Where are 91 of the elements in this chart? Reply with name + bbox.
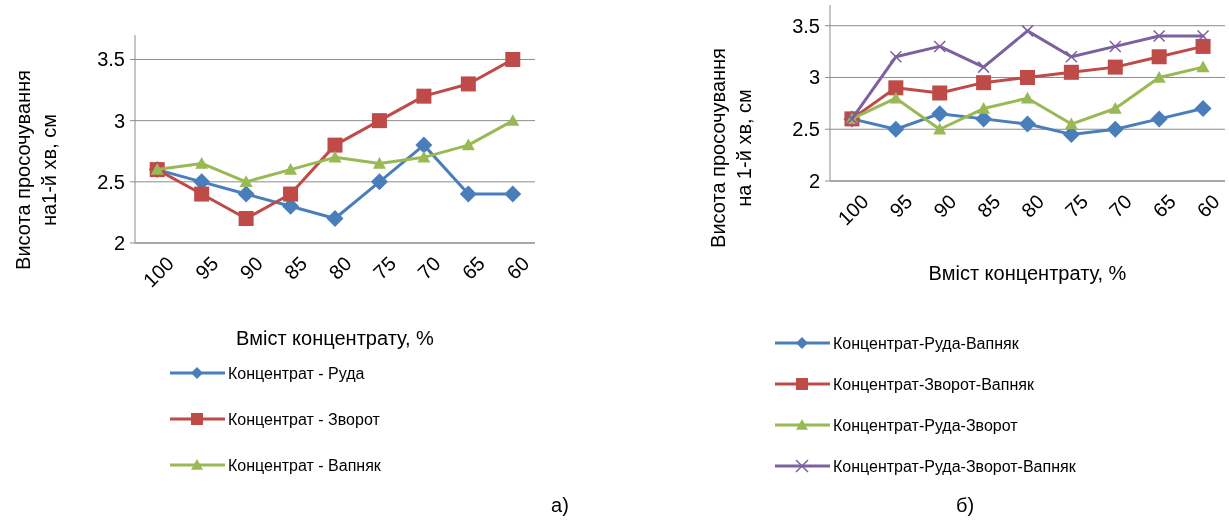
legend-label: Концентрат-Руда-Зворот-Вапняк xyxy=(833,457,1077,475)
point xyxy=(416,88,432,104)
point xyxy=(504,185,522,203)
x-tick-label: 80 xyxy=(324,252,356,284)
point xyxy=(1152,29,1166,43)
point xyxy=(1152,70,1166,83)
point xyxy=(328,150,342,163)
point xyxy=(977,102,991,114)
point xyxy=(326,210,344,228)
point xyxy=(371,113,387,129)
x-tick-label: 60 xyxy=(502,252,534,284)
point xyxy=(1064,117,1078,130)
point xyxy=(238,211,254,227)
point xyxy=(1109,40,1122,53)
point xyxy=(1196,60,1210,73)
x-axis-title: Вміст концентрату, % xyxy=(928,262,1127,284)
point xyxy=(1195,38,1211,54)
point xyxy=(460,76,476,92)
point xyxy=(417,150,431,163)
x-tick-label: 90 xyxy=(235,252,267,284)
x-tick-label: 65 xyxy=(457,252,490,284)
x-tick-label: 95 xyxy=(885,190,917,222)
point xyxy=(1106,120,1124,138)
x-tick-label: 85 xyxy=(279,252,312,284)
y-axis-title: Висота просочування на1-й хв, см xyxy=(12,70,60,270)
x-axis-title: Вміст концентрату, % xyxy=(236,327,435,349)
point xyxy=(1108,102,1122,114)
point xyxy=(461,138,475,151)
point xyxy=(194,186,210,202)
point xyxy=(1063,64,1079,80)
legend-label: Концентрат-Руда-Зворот xyxy=(833,416,1019,434)
y-tick-label: 3.5 xyxy=(792,14,820,37)
y-tick-label: 2.5 xyxy=(97,170,125,193)
legend-label: Концентрат-Зворот-Вапняк xyxy=(833,375,1035,393)
point xyxy=(284,163,298,175)
point xyxy=(977,60,990,74)
y-tick-label: 3 xyxy=(808,66,820,89)
legend-label: Концентрат - Руда xyxy=(228,364,365,382)
point xyxy=(195,156,209,169)
point xyxy=(1065,50,1078,64)
point xyxy=(237,185,255,203)
text: а) xyxy=(551,494,569,516)
y-tick-label: 2.5 xyxy=(792,118,820,141)
x-tick-label: 75 xyxy=(1060,190,1093,222)
y-tick-label: 2 xyxy=(808,170,820,192)
point xyxy=(1196,29,1210,43)
point xyxy=(932,85,948,101)
x-tick-label: 85 xyxy=(973,190,1005,222)
text: б) xyxy=(955,494,975,516)
point xyxy=(931,105,949,123)
x-tick-label: 100 xyxy=(833,190,873,230)
point xyxy=(370,173,388,191)
x-tick-label: 75 xyxy=(368,252,401,284)
point xyxy=(933,122,947,135)
y-tick-label: 2 xyxy=(113,232,125,254)
point xyxy=(889,50,903,64)
point xyxy=(889,91,903,104)
point xyxy=(415,136,433,154)
point xyxy=(459,185,477,203)
point xyxy=(1150,110,1168,128)
legend-label: Концентрат-Руда-Вапняк xyxy=(833,334,1020,352)
y-tick-label: 3.5 xyxy=(97,48,125,71)
y-axis-title: Висота просочування на 1-й хв, см xyxy=(707,48,755,248)
x-tick-label: 100 xyxy=(138,252,178,292)
point xyxy=(372,156,386,169)
legend-label: Концентрат - Зворот xyxy=(228,410,381,428)
point xyxy=(505,51,521,67)
point xyxy=(283,186,299,202)
x-tick-label: 70 xyxy=(1104,190,1137,222)
x-tick-label: 60 xyxy=(1192,190,1224,222)
x-tick-label: 70 xyxy=(413,252,445,284)
x-tick-label: 80 xyxy=(1016,190,1049,222)
point xyxy=(1020,69,1035,85)
y-tick-label: 3 xyxy=(113,109,125,132)
point xyxy=(1021,24,1034,38)
point xyxy=(1107,59,1123,75)
legend-label: Концентрат - Вапняк xyxy=(228,456,382,474)
x-tick-label: 65 xyxy=(1148,190,1180,222)
point xyxy=(239,175,253,188)
point xyxy=(1019,115,1036,133)
point xyxy=(933,40,946,53)
point xyxy=(887,120,905,138)
point xyxy=(888,80,904,96)
point xyxy=(1151,49,1167,65)
point xyxy=(506,114,520,126)
x-tick-label: 95 xyxy=(191,252,223,284)
point xyxy=(1021,91,1034,104)
point xyxy=(1194,100,1212,118)
point xyxy=(976,75,992,91)
x-tick-label: 90 xyxy=(929,190,961,222)
point xyxy=(327,137,343,153)
